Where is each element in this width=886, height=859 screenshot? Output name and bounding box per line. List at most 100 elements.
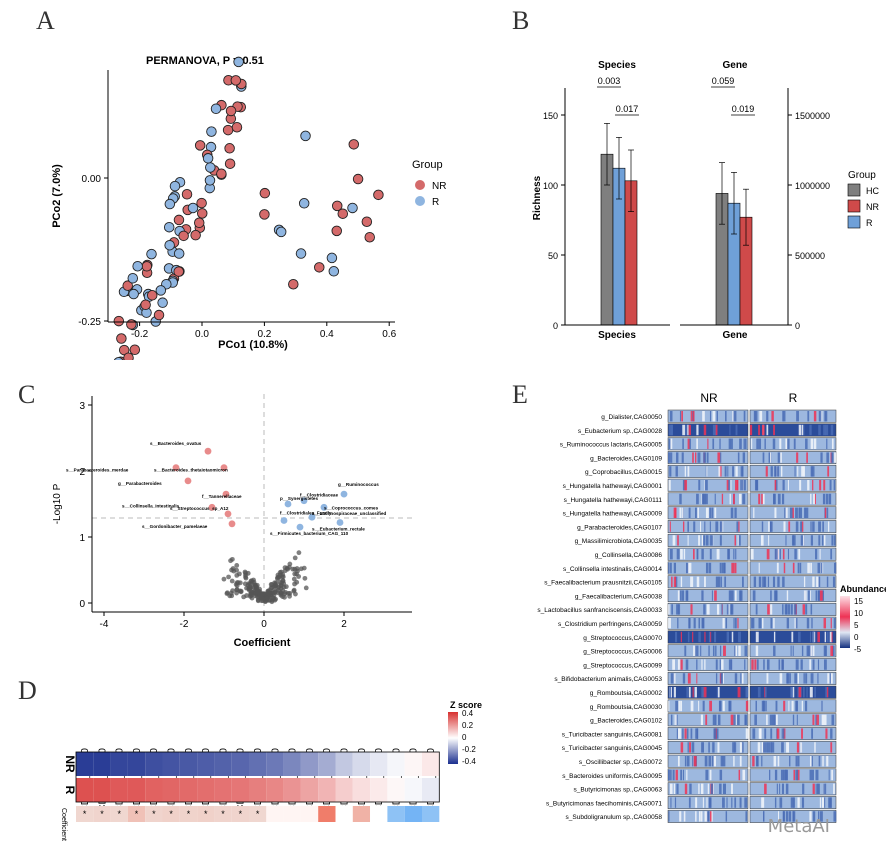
sample-stripe [719,700,722,712]
sample-stripe [684,645,687,656]
sample-stripe [764,728,767,739]
sample-stripe [762,452,765,463]
cell-r [179,778,198,802]
legend-hc-swatch [847,183,861,197]
cell-nr [370,752,388,776]
sample-point [275,226,287,238]
sample-stripe [785,438,788,449]
cell-r [93,778,111,802]
x-tick-label: 0 [261,619,267,630]
sample-stripe [833,562,837,574]
y-tick-label: 1 [79,533,85,544]
sample-stripe [754,659,757,670]
legend-tick: 0.2 [462,721,474,730]
sample-stripe [745,700,749,712]
sample-stripe [742,452,746,463]
sample-stripe [762,493,765,505]
point-label: s__Bacteroides_ovatus [150,441,202,446]
abundance-heatmap: NR R g_Dialister,CAG0050 s_Eubacterium sp… [537,391,886,823]
coefficient-cell [93,806,111,822]
legend-tick: 15 [854,597,863,606]
sample-stripe [703,424,707,436]
legend-tick: 5 [854,621,859,630]
sample-stripe [759,411,763,422]
row-strip [667,644,749,658]
sample-point [348,139,360,150]
pval-species-bottom: 0.017 [616,104,639,114]
sample-stripe [774,480,778,491]
sample-stripe [703,493,706,505]
sample-stripe [824,507,827,518]
sample-stripe [668,438,671,449]
sample-stripe [773,645,776,656]
sample-stripe [726,797,728,808]
sample-stripe [729,493,731,505]
point [296,574,302,579]
sample-point [113,315,125,327]
sample-stripe [715,645,717,656]
sample-stripe [705,769,709,781]
sample-point [128,288,139,300]
sample-stripe [809,590,811,601]
point [234,583,240,588]
sample-stripe [669,521,671,532]
sample-stripe [801,797,803,808]
sample-stripe [766,714,768,725]
legend-tick: -0.2 [462,745,476,754]
sample-stripe [677,590,681,601]
sample-point [187,202,199,214]
sample-stripe [715,521,719,532]
y-tick-label: 50 [548,251,558,261]
row-strip [749,671,837,685]
sample-stripe [789,756,791,767]
sample-stripe [686,687,689,698]
sample-stripe [796,452,799,463]
facet-species-title: Species [598,60,636,71]
sample-stripe [689,742,691,753]
sample-stripe [731,562,735,574]
sample-stripe [674,797,677,808]
sample-stripe [763,811,765,822]
sample-stripe [811,618,813,629]
cell-r [335,778,353,802]
row-strip [667,685,749,699]
sample-stripe [769,714,773,725]
sample-stripe [792,811,795,822]
sample-stripe [719,783,722,794]
y2-tick-label: 0 [795,321,800,331]
sample-stripe [744,659,746,670]
sample-stripe [744,438,747,449]
coefficient-cell [422,806,440,822]
sample-stripe [724,466,727,477]
sample-stripe [781,783,784,794]
row-label: g_Romboutsia,CAG0002 [590,690,663,697]
sample-stripe [681,590,685,601]
sample-stripe [735,549,737,560]
coefficient-cell [266,806,284,822]
sample-stripe [828,797,830,808]
sample-stripe [803,576,806,587]
sample-stripe [809,756,812,767]
sample-stripe [672,535,676,546]
sample-point [123,352,134,360]
sample-stripe [777,452,780,463]
sample-stripe [790,797,794,808]
sample-stripe [716,549,720,560]
sample-stripe [825,728,828,739]
sample-stripe [745,728,749,739]
sample-stripe [827,673,830,684]
sample-stripe [761,756,763,767]
sample-stripe [779,673,783,684]
sample-stripe [754,714,757,725]
sample-stripe [764,783,767,794]
sample-stripe [724,576,727,587]
cell-nr [300,752,319,776]
sample-stripe [799,562,802,574]
sample-stripe [733,714,736,725]
sample-stripe [711,590,713,601]
sample-stripe [832,645,835,656]
sample-stripe [755,700,757,712]
sample-point [337,208,349,219]
sample-point [352,173,364,185]
coefficient-cell [404,806,422,822]
